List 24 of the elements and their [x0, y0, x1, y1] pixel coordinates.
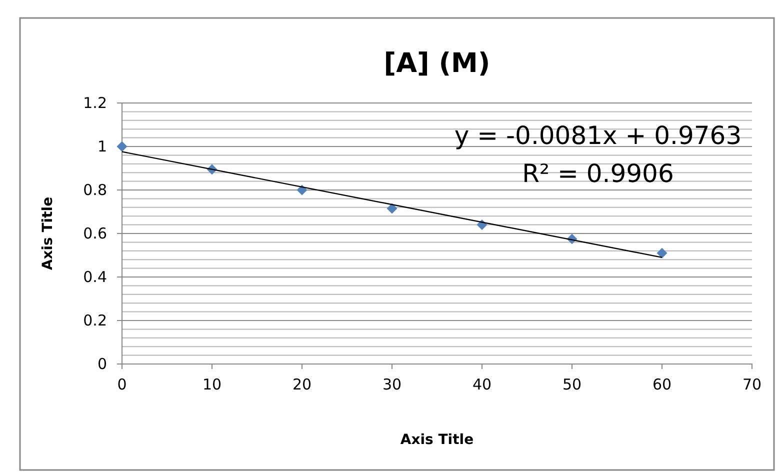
y-axis-title: Axis Title — [40, 196, 56, 270]
x-tick-label: 70 — [742, 376, 762, 394]
annotation: R² = 0.9906 — [522, 159, 674, 188]
y-tick-label: 0.8 — [83, 180, 107, 199]
x-tick-label: 40 — [472, 376, 492, 394]
point — [296, 184, 308, 196]
x-axis-title: Axis Title — [400, 432, 474, 448]
point — [656, 248, 668, 258]
point — [116, 141, 128, 152]
x-tick-label: 0 — [117, 376, 127, 394]
x-tick-label: 50 — [562, 376, 582, 394]
x-tick-label: 10 — [202, 376, 222, 394]
y-tick-label: 0 — [97, 354, 107, 373]
y-tick-label: 1.2 — [83, 94, 107, 112]
annotation: y = -0.0081x + 0.9763 — [454, 121, 742, 150]
x-tick-label: 60 — [652, 376, 672, 394]
y-tick-label: 0.6 — [83, 224, 107, 242]
y-tick-label: 0.4 — [83, 268, 107, 286]
x-tick-label: 30 — [382, 376, 402, 394]
point — [386, 203, 398, 214]
chart-title: [A] (M) — [384, 48, 490, 79]
y-tick-label: 1 — [97, 137, 107, 156]
x-tick-label: 20 — [292, 376, 312, 394]
y-tick-label: 0.2 — [83, 311, 107, 330]
